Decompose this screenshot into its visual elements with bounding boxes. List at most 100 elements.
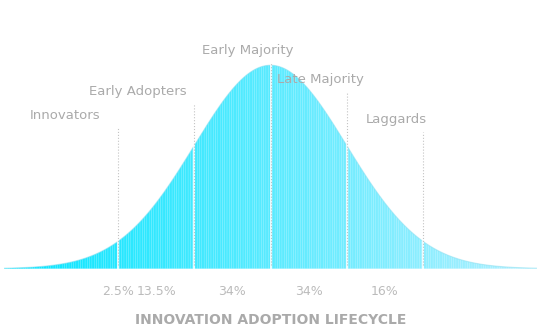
Polygon shape — [168, 185, 169, 269]
Polygon shape — [246, 74, 247, 269]
Polygon shape — [123, 236, 125, 269]
Text: Early Majority: Early Majority — [202, 44, 293, 57]
Polygon shape — [79, 260, 81, 269]
Polygon shape — [489, 265, 491, 269]
Polygon shape — [36, 267, 38, 269]
Polygon shape — [311, 93, 313, 269]
Polygon shape — [180, 166, 182, 269]
Polygon shape — [247, 73, 249, 269]
Polygon shape — [477, 264, 478, 269]
Polygon shape — [329, 117, 331, 269]
Text: Innovators: Innovators — [30, 109, 100, 122]
Polygon shape — [262, 66, 263, 269]
Polygon shape — [535, 268, 537, 269]
Polygon shape — [320, 104, 322, 269]
Polygon shape — [77, 260, 79, 269]
Polygon shape — [516, 268, 517, 269]
Polygon shape — [67, 263, 68, 269]
Text: INNOVATION ADOPTION LIFECYCLE: INNOVATION ADOPTION LIFECYCLE — [135, 313, 406, 327]
Polygon shape — [43, 266, 45, 269]
Polygon shape — [297, 77, 299, 269]
Polygon shape — [157, 200, 159, 269]
Polygon shape — [279, 66, 281, 269]
Polygon shape — [111, 245, 113, 269]
Polygon shape — [54, 265, 56, 269]
Polygon shape — [64, 263, 67, 269]
Polygon shape — [68, 262, 70, 269]
Polygon shape — [183, 160, 185, 269]
Polygon shape — [258, 67, 260, 269]
Polygon shape — [50, 265, 52, 269]
Polygon shape — [359, 166, 361, 269]
Polygon shape — [517, 268, 519, 269]
Polygon shape — [462, 260, 464, 269]
Polygon shape — [208, 120, 210, 269]
Polygon shape — [24, 268, 25, 269]
Polygon shape — [302, 82, 304, 269]
Polygon shape — [34, 267, 36, 269]
Polygon shape — [86, 257, 88, 269]
Polygon shape — [301, 80, 302, 269]
Polygon shape — [249, 72, 251, 269]
Polygon shape — [56, 265, 57, 269]
Polygon shape — [118, 240, 120, 269]
Polygon shape — [345, 143, 347, 269]
Polygon shape — [242, 77, 244, 269]
Polygon shape — [439, 251, 441, 269]
Polygon shape — [114, 243, 116, 269]
Polygon shape — [47, 266, 49, 269]
Polygon shape — [494, 266, 496, 269]
Polygon shape — [340, 134, 341, 269]
Polygon shape — [11, 268, 13, 269]
Polygon shape — [15, 268, 17, 269]
Polygon shape — [503, 267, 505, 269]
Polygon shape — [155, 202, 157, 269]
Polygon shape — [239, 80, 240, 269]
Polygon shape — [502, 267, 503, 269]
Polygon shape — [333, 123, 334, 269]
Polygon shape — [322, 107, 324, 269]
Polygon shape — [402, 223, 404, 269]
Polygon shape — [499, 267, 502, 269]
Polygon shape — [460, 260, 462, 269]
Polygon shape — [452, 257, 453, 269]
Polygon shape — [25, 268, 27, 269]
Polygon shape — [455, 258, 457, 269]
Polygon shape — [161, 195, 162, 269]
Polygon shape — [10, 268, 11, 269]
Polygon shape — [436, 249, 438, 269]
Polygon shape — [98, 252, 100, 269]
Polygon shape — [49, 266, 50, 269]
Polygon shape — [102, 250, 103, 269]
Polygon shape — [505, 267, 507, 269]
Polygon shape — [348, 149, 351, 269]
Polygon shape — [373, 187, 375, 269]
Polygon shape — [70, 262, 71, 269]
Polygon shape — [473, 263, 474, 269]
Polygon shape — [45, 266, 47, 269]
Polygon shape — [510, 267, 512, 269]
Polygon shape — [219, 104, 221, 269]
Polygon shape — [512, 267, 514, 269]
Polygon shape — [326, 112, 327, 269]
Polygon shape — [178, 168, 180, 269]
Polygon shape — [109, 246, 111, 269]
Polygon shape — [128, 231, 130, 269]
Polygon shape — [272, 65, 274, 269]
Polygon shape — [421, 240, 423, 269]
Polygon shape — [84, 258, 86, 269]
Polygon shape — [294, 74, 295, 269]
Polygon shape — [13, 268, 15, 269]
Text: 34%: 34% — [295, 285, 322, 298]
Polygon shape — [31, 267, 32, 269]
Polygon shape — [150, 209, 151, 269]
Polygon shape — [144, 215, 146, 269]
Polygon shape — [137, 223, 139, 269]
Polygon shape — [487, 265, 489, 269]
Polygon shape — [377, 192, 379, 269]
Polygon shape — [288, 71, 290, 269]
Polygon shape — [533, 268, 535, 269]
Polygon shape — [299, 79, 301, 269]
Polygon shape — [107, 247, 109, 269]
Polygon shape — [240, 79, 242, 269]
